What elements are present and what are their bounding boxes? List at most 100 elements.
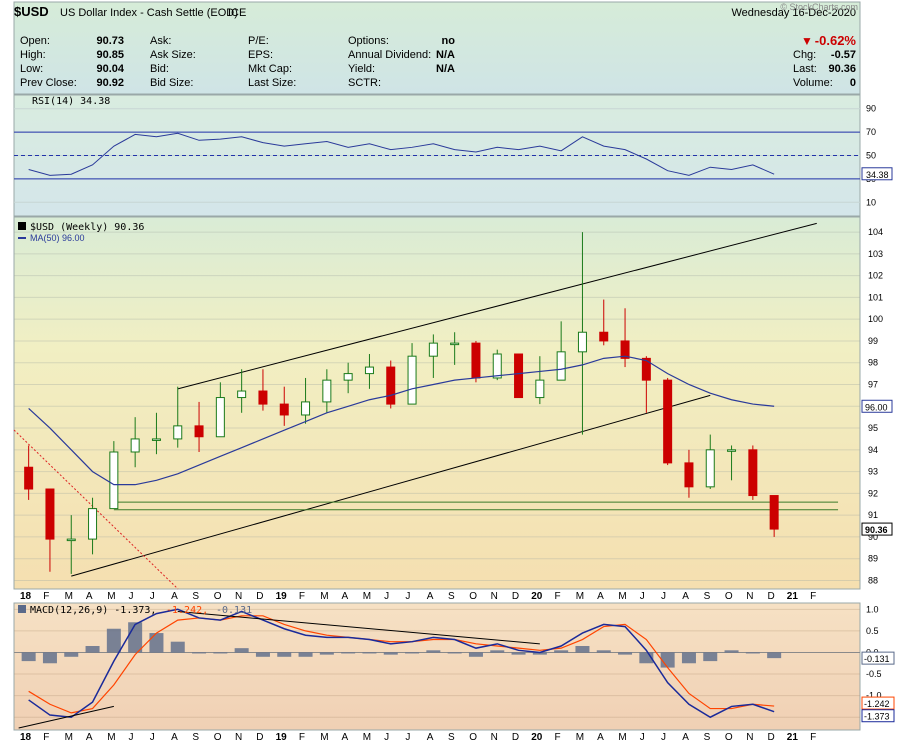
macd-histogram-bar [724, 650, 739, 653]
x-tick-label: A [342, 591, 349, 602]
macd-histogram-bar [362, 652, 377, 654]
quote-value: 90.85 [96, 49, 124, 61]
macd-legend-label: MACD(12,26,9) -1.373, [30, 605, 156, 616]
macd-histogram-bar [554, 650, 569, 653]
price-tick-label: 95 [868, 423, 878, 433]
price-tick-label: 99 [868, 336, 878, 346]
x-tick-label: J [640, 591, 645, 602]
x-tick-label: M [576, 591, 584, 602]
x-tick-label: F [555, 732, 561, 743]
candle-body [130, 438, 140, 453]
x-tick-label: N [491, 591, 498, 602]
x-tick-label: D [768, 591, 775, 602]
quote-label: Bid: [150, 63, 169, 75]
price-tick-label: 94 [868, 445, 878, 455]
rsi-tick-label: 90 [866, 104, 876, 114]
x-tick-label: M [363, 591, 371, 602]
x-tick-label: D [512, 591, 519, 602]
macd-histogram-bar [405, 652, 420, 654]
upper-trendline [177, 222, 817, 390]
x-tick-label: J [384, 591, 389, 602]
x-tick-label: 18 [20, 591, 32, 602]
x-tick-label: 21 [787, 732, 799, 743]
candle-body [364, 366, 374, 375]
macd-histogram-bar [447, 652, 462, 654]
x-tick-label: F [810, 732, 816, 743]
x-tick-label: M [107, 591, 115, 602]
x-tick-label: A [427, 591, 434, 602]
x-tick-label: M [320, 732, 328, 743]
x-tick-label: N [746, 591, 753, 602]
x-tick-label: M [65, 591, 73, 602]
quote-label: Low: [20, 63, 43, 75]
rsi-value-box [861, 167, 893, 181]
price-tick-label: 103 [868, 249, 883, 259]
price-tick-label: 90 [868, 532, 878, 542]
macd-histogram-bar [511, 652, 526, 655]
candle-body [727, 449, 737, 452]
price-legend-label: $USD (Weekly) 90.36 [30, 222, 144, 233]
x-tick-label: N [235, 732, 242, 743]
quote-table: Open: 90.73 High: 90.85 Low: 90.04 Prev Close:… [20, 35, 856, 89]
macd-histogram-bar [490, 650, 505, 653]
macd-histogram-bar [21, 652, 36, 662]
x-tick-label: S [192, 591, 199, 602]
macd-histogram-bar [192, 652, 207, 654]
quote-label: Options: [348, 35, 389, 47]
quote-label: P/E: [248, 35, 269, 47]
quote-date: Wednesday 16-Dec-2020 [731, 7, 856, 19]
x-tick-label: A [682, 732, 689, 743]
macd-histogram-bar [681, 652, 696, 664]
macd-signal-value-box [861, 696, 895, 710]
macd-histogram-bar [426, 650, 441, 653]
macd-trendline-lower [18, 705, 114, 729]
macd-histogram-bar [618, 652, 633, 655]
macd-histogram-bar [64, 652, 79, 657]
macd-tick-label: 1.0 [866, 604, 879, 614]
candle-body [663, 379, 673, 464]
macd-histogram-bar [575, 646, 590, 653]
price-tick-label: 102 [868, 271, 883, 281]
x-tick-label: A [597, 732, 604, 743]
x-tick-label: F [555, 591, 561, 602]
price-tick-label: 89 [868, 554, 878, 564]
x-tick-label: J [405, 591, 410, 602]
quote-label: Prev Close: [20, 77, 77, 89]
macd-legend-swatch [18, 605, 26, 613]
candle-body [88, 508, 98, 540]
quote-value: 90.73 [96, 35, 124, 47]
quote-label: Bid Size: [150, 77, 193, 89]
change-percent: -0.62% [815, 33, 857, 48]
price-tick-label: 98 [868, 358, 878, 368]
price-tick-label: 97 [868, 379, 878, 389]
macd-histogram-bar [639, 652, 654, 664]
macd-line [28, 608, 775, 719]
macd-histogram-bar [298, 652, 313, 657]
x-tick-label: F [43, 591, 49, 602]
price-tick-label: 100 [868, 314, 883, 324]
candle-body [535, 379, 545, 399]
x-tick-label: A [682, 591, 689, 602]
x-tick-label: F [299, 591, 305, 602]
quote-value: N/A [436, 49, 455, 61]
macd-histogram-bar [745, 652, 760, 654]
x-tick-label: J [661, 591, 666, 602]
candle-body [45, 488, 55, 540]
x-tick-label: F [810, 591, 816, 602]
x-tick-label: D [512, 732, 519, 743]
quote-label: Volume: [793, 77, 833, 89]
quote-value: 0 [850, 77, 856, 89]
candle-body [24, 466, 34, 490]
candle-body [556, 351, 566, 381]
macd-panel: MACD(12,26,9) -1.373, -1.242, -0.131 1.0 0.… [13, 602, 895, 731]
rsi-panel: RSI(14) 34.38 907050301034.38 [13, 94, 893, 217]
x-tick-label: J [640, 732, 645, 743]
quote-label: Last Size: [248, 77, 296, 89]
x-tick-label: A [86, 732, 93, 743]
rsi-line [28, 132, 775, 176]
x-tick-label: J [129, 591, 134, 602]
x-tick-label: M [320, 591, 328, 602]
candle-body [471, 342, 481, 379]
x-tick-label: N [491, 732, 498, 743]
x-tick-label: S [704, 591, 711, 602]
